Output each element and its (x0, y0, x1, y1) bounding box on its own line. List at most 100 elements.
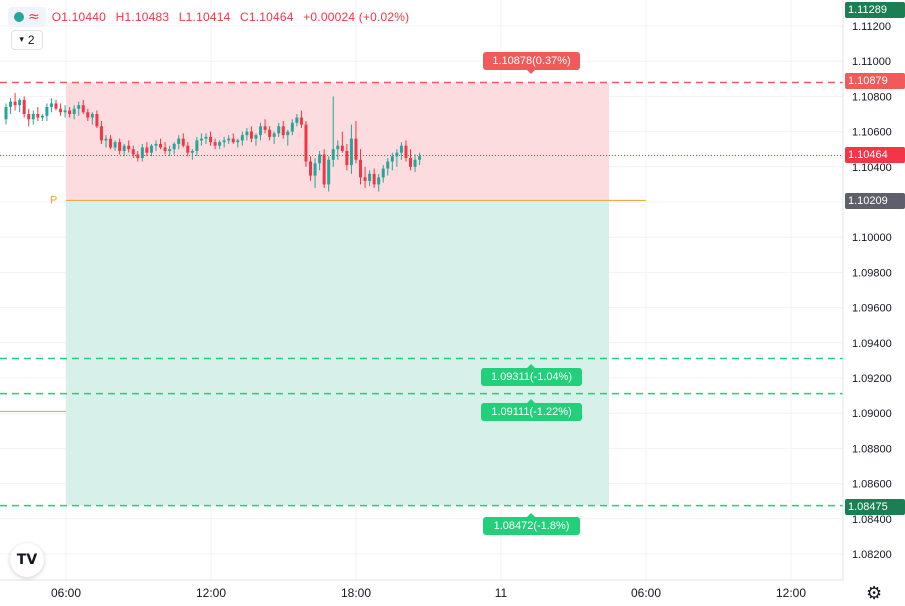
candle-body (113, 142, 117, 148)
candle-body (177, 138, 181, 144)
candle (359, 149, 363, 185)
stop-label[interactable]: 1.10878(0.37%) (483, 52, 580, 70)
candle-body (154, 143, 158, 146)
candle-body (199, 138, 203, 141)
candle-body (40, 115, 44, 118)
eye-icon[interactable] (14, 12, 24, 22)
candle (295, 114, 299, 127)
candle (81, 99, 85, 114)
candle (199, 133, 203, 146)
candle-body (281, 126, 285, 136)
candle-body (372, 173, 376, 185)
collapse-button[interactable]: ▾ 2 (11, 30, 43, 50)
gear-icon[interactable]: ⚙ (866, 583, 883, 604)
price-tick: 1.10600 (852, 127, 892, 139)
candle-body (140, 147, 144, 158)
candle-body (72, 108, 76, 114)
candle (172, 142, 176, 155)
candle (368, 170, 372, 187)
stop-label-arrow (527, 70, 535, 74)
price-tick: 1.08800 (852, 443, 892, 455)
candle (227, 135, 231, 144)
candle (404, 140, 408, 162)
candle-body (13, 101, 17, 106)
time-tick: 11 (495, 586, 508, 600)
candle (40, 114, 44, 122)
candle-body (68, 110, 72, 114)
candle (218, 140, 222, 150)
target1-label[interactable]: 1.09311(-1.04%) (481, 368, 582, 386)
candle (418, 152, 422, 166)
candle (286, 129, 290, 146)
candle (254, 133, 258, 146)
candle-body (236, 140, 240, 143)
candle (136, 150, 140, 162)
candle (386, 158, 390, 176)
candle (4, 103, 8, 125)
price-tick: 1.10000 (852, 232, 892, 244)
candle (195, 136, 199, 157)
candle (159, 138, 163, 150)
wave-icon[interactable]: ≈ (28, 9, 40, 25)
candle-body (49, 103, 53, 107)
candle-body (222, 140, 226, 143)
candle-body (413, 159, 417, 167)
candle-body (99, 126, 103, 141)
candle (131, 145, 135, 158)
candle-body (286, 131, 290, 136)
candle-body (136, 154, 140, 158)
target2-label-arrow (527, 399, 535, 403)
candle-body (245, 131, 249, 136)
candle (177, 135, 181, 150)
candle (309, 156, 313, 181)
tradingview-logo-icon[interactable]: TV (10, 543, 44, 577)
time-tick: 06:00 (51, 586, 81, 600)
candle-body (313, 163, 317, 176)
candle-body (118, 142, 122, 151)
candle-body (259, 126, 263, 136)
price-label-stop: 1.10879 (845, 73, 905, 89)
candle-body (390, 156, 394, 162)
candle-body (4, 106, 8, 120)
candle (354, 121, 358, 164)
time-tick: 06:00 (631, 586, 661, 600)
candle (190, 149, 194, 160)
candle (322, 149, 326, 188)
candle-body (159, 143, 163, 148)
candle-body (227, 138, 231, 141)
candle (45, 103, 49, 122)
price-tick: 1.09000 (852, 408, 892, 420)
candle-body (290, 122, 294, 132)
candle (222, 136, 226, 148)
candle-body (304, 124, 308, 162)
candle (186, 142, 190, 157)
candle-body (109, 138, 113, 148)
candle-body (268, 129, 272, 137)
candle (36, 106, 40, 122)
visibility-toggle[interactable]: ≈ (8, 7, 46, 27)
candle (413, 154, 417, 173)
target2-label[interactable]: 1.09111(-1.22%) (481, 403, 582, 421)
candle (409, 149, 413, 171)
candle (22, 96, 26, 118)
candle-body (36, 114, 40, 118)
candle-body (27, 114, 31, 120)
candle-body (349, 138, 353, 166)
candle (95, 110, 99, 129)
price-tick: 1.08400 (852, 514, 892, 526)
candle (336, 140, 340, 160)
price-tick: 1.09200 (852, 373, 892, 385)
candle-body (168, 149, 172, 151)
candle (90, 112, 94, 125)
candle (277, 122, 281, 137)
candle (268, 126, 272, 141)
candle (363, 166, 367, 188)
candle-body (90, 114, 94, 118)
price-tick: 1.08200 (852, 549, 892, 561)
target3-label[interactable]: 1.08472(-1.8%) (483, 517, 580, 535)
candle-body (377, 177, 381, 185)
candle (77, 101, 81, 116)
price-tick: 1.11000 (852, 56, 891, 68)
candle-body (45, 106, 49, 116)
